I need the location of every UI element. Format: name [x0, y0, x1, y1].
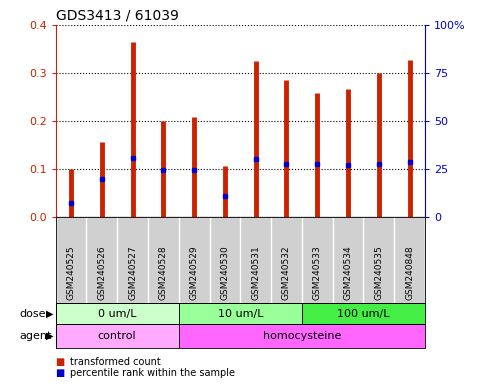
Text: GSM240848: GSM240848: [405, 245, 414, 300]
Bar: [56, 324, 179, 348]
Text: transformed count: transformed count: [70, 357, 161, 367]
Text: GSM240532: GSM240532: [282, 245, 291, 300]
Text: percentile rank within the sample: percentile rank within the sample: [70, 368, 235, 378]
Text: control: control: [98, 331, 136, 341]
Bar: [302, 303, 425, 324]
Text: GSM240530: GSM240530: [220, 245, 229, 300]
Text: 100 um/L: 100 um/L: [337, 309, 390, 319]
Text: ■: ■: [56, 368, 65, 378]
Text: GSM240531: GSM240531: [251, 245, 260, 300]
Text: ▶: ▶: [45, 331, 53, 341]
Text: GSM240527: GSM240527: [128, 245, 137, 300]
Text: agent: agent: [19, 331, 52, 341]
Bar: [179, 324, 425, 348]
Bar: [56, 303, 179, 324]
Text: homocysteine: homocysteine: [263, 331, 341, 341]
Text: GSM240535: GSM240535: [374, 245, 384, 300]
Text: GSM240526: GSM240526: [97, 245, 106, 300]
Text: GSM240528: GSM240528: [159, 245, 168, 300]
Text: GSM240525: GSM240525: [67, 245, 75, 300]
Text: GDS3413 / 61039: GDS3413 / 61039: [56, 8, 178, 22]
Text: 0 um/L: 0 um/L: [98, 309, 136, 319]
Text: GSM240533: GSM240533: [313, 245, 322, 300]
Text: dose: dose: [19, 309, 46, 319]
Text: GSM240534: GSM240534: [343, 245, 353, 300]
Text: GSM240529: GSM240529: [190, 245, 199, 300]
Text: ▶: ▶: [45, 309, 53, 319]
Bar: [179, 303, 302, 324]
Text: 10 um/L: 10 um/L: [217, 309, 263, 319]
Text: ■: ■: [56, 357, 65, 367]
